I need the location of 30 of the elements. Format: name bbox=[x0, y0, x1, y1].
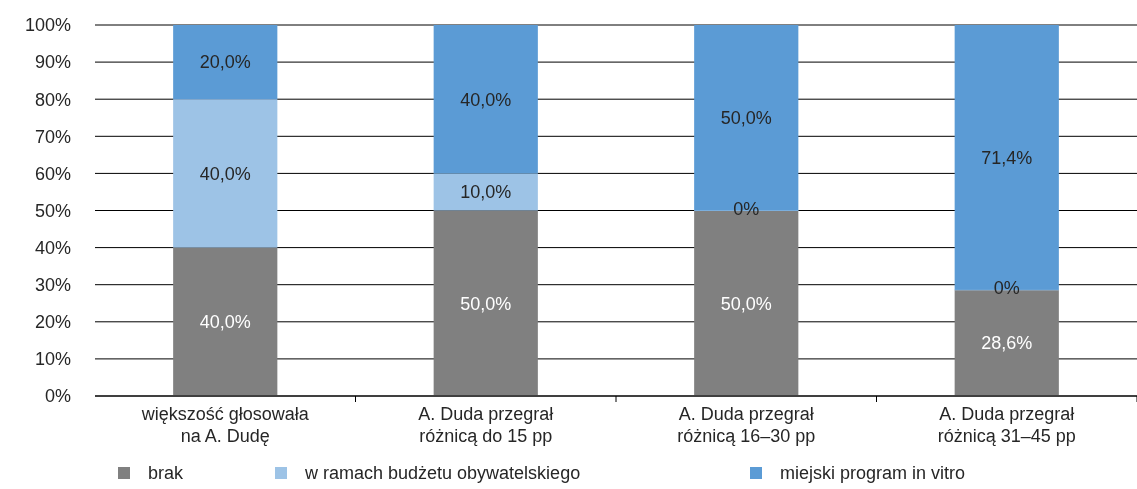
legend-label: brak bbox=[148, 463, 185, 484]
data-label: 71,4% bbox=[981, 147, 1033, 168]
y-tick-label: 10% bbox=[34, 349, 71, 370]
y-tick-label: 0% bbox=[44, 386, 71, 407]
y-tick-label: 60% bbox=[34, 163, 71, 184]
data-label: 0% bbox=[993, 278, 1020, 299]
data-label: 28,6% bbox=[981, 333, 1033, 354]
x-tick-label: A. Duda przegrał różnicą 16–30 pp bbox=[677, 404, 816, 446]
y-tick-label: 20% bbox=[34, 312, 71, 333]
data-label: 50,0% bbox=[720, 293, 772, 314]
data-label: 20,0% bbox=[199, 52, 251, 73]
x-tick-label: A. Duda przegrał różnicą 31–45 pp bbox=[937, 404, 1076, 446]
legend-label: w ramach budżetu obywatelskiego bbox=[304, 463, 581, 484]
data-label: 10,0% bbox=[460, 182, 512, 203]
data-label: 40,0% bbox=[460, 89, 512, 110]
data-label: 50,0% bbox=[720, 108, 772, 129]
y-tick-label: 50% bbox=[34, 200, 71, 221]
y-tick-label: 100% bbox=[24, 15, 71, 36]
data-label: 40,0% bbox=[199, 312, 251, 333]
data-label: 50,0% bbox=[460, 293, 512, 314]
legend-label: miejski program in vitro bbox=[780, 463, 966, 484]
y-tick-label: 30% bbox=[34, 275, 71, 295]
data-label: 40,0% bbox=[199, 163, 251, 184]
data-label: 0% bbox=[733, 198, 760, 219]
y-tick-label: 70% bbox=[34, 126, 71, 147]
y-tick-label: 90% bbox=[34, 52, 71, 73]
x-tick-label: A. Duda przegrał różnicą do 15 pp bbox=[418, 404, 554, 446]
y-tick-label: 80% bbox=[34, 89, 71, 110]
y-tick-label: 40% bbox=[34, 237, 71, 258]
x-tick-label: większość głosowała na A. Dudę bbox=[140, 404, 310, 446]
